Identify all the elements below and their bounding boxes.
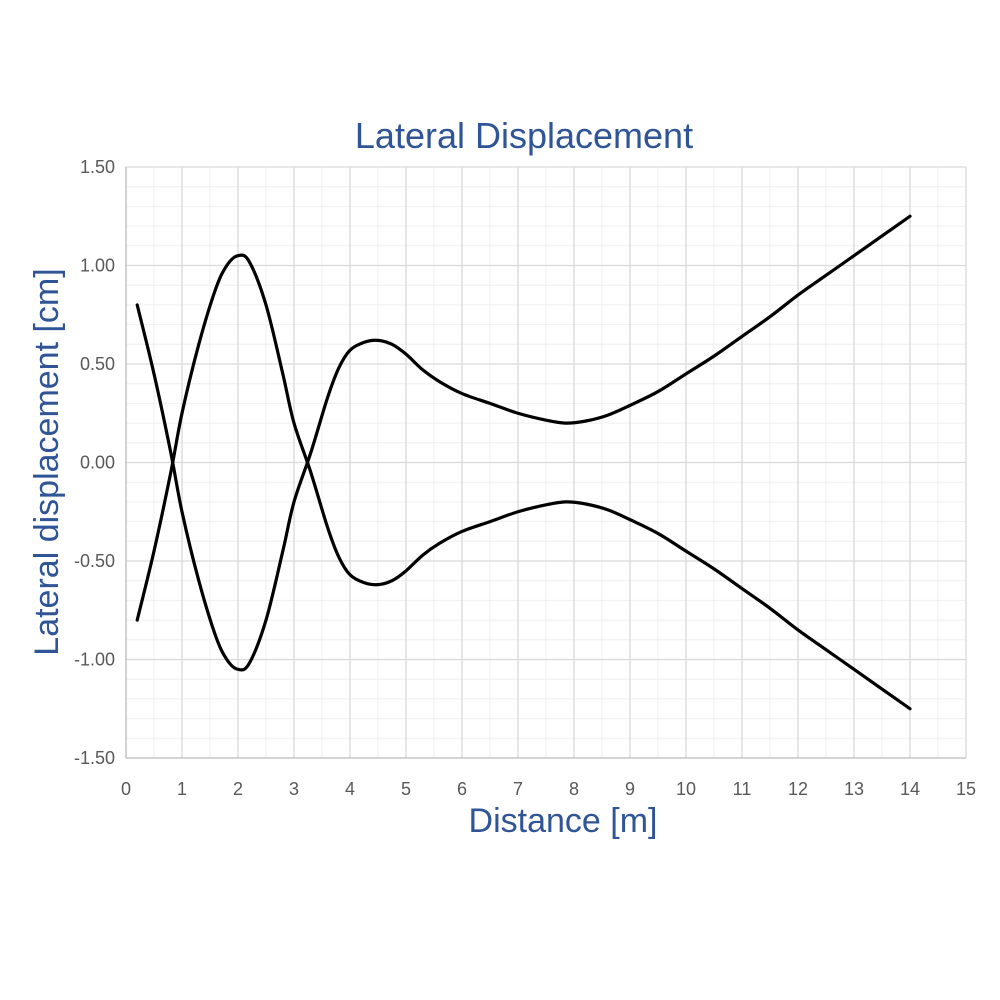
x-tick-label: 5	[401, 779, 411, 799]
x-tick-label: 0	[121, 779, 131, 799]
y-axis-title: Lateral displacement [cm]	[28, 268, 66, 655]
x-tick-label: 7	[513, 779, 523, 799]
x-tick-label: 1	[177, 779, 187, 799]
series-line-2	[135, 214, 912, 672]
x-tick-label: 11	[733, 779, 752, 799]
x-axis-title: Distance [m]	[469, 802, 658, 840]
x-tick-label: 14	[900, 779, 920, 799]
x-tick-label: 6	[457, 779, 467, 799]
y-tick-label: 0.00	[80, 453, 115, 473]
y-tick-label: 1.00	[80, 256, 115, 276]
x-tick-label: 10	[676, 779, 696, 799]
y-tick-label: 1.50	[80, 157, 115, 177]
x-tick-label: 8	[569, 779, 579, 799]
y-tick-label: -0.50	[74, 551, 115, 571]
y-tick-label: -1.50	[74, 748, 115, 768]
axes	[125, 167, 966, 759]
series-layer	[135, 214, 912, 711]
x-tick-label: 13	[844, 779, 864, 799]
x-tick-label: 12	[788, 779, 808, 799]
y-tick-label: -1.00	[74, 650, 115, 670]
x-tick-label: 2	[233, 779, 243, 799]
series-line-1	[135, 253, 912, 711]
y-tick-labels: 1.50 1.00 0.50 0.00 -0.50 -1.00 -1.50	[74, 157, 115, 768]
x-tick-label: 3	[289, 779, 299, 799]
x-tick-label: 9	[625, 779, 635, 799]
x-tick-label: 15	[956, 779, 976, 799]
x-tick-labels: 0 1 2 3 4 5 6 7 8 9 10 11 12 13 14 15	[121, 779, 976, 799]
major-gridlines	[125, 166, 967, 759]
x-tick-label: 4	[345, 779, 355, 799]
y-tick-label: 0.50	[80, 354, 115, 374]
chart-title: Lateral Displacement	[355, 115, 693, 156]
